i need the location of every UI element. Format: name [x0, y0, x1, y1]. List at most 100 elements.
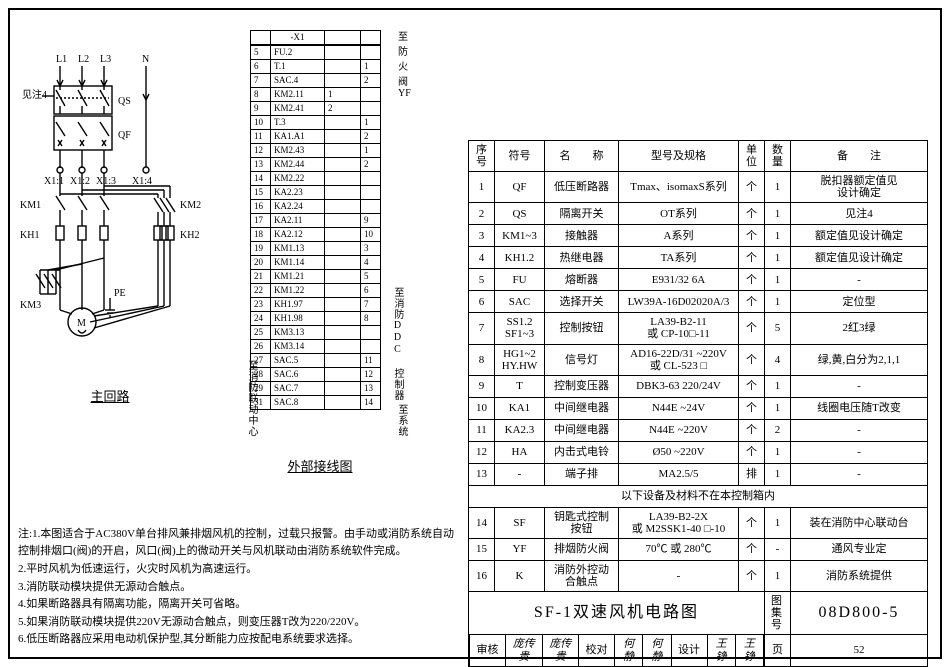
bom-row: 15YF排烟防火阀70℃ 或 280℃个-通风专业定: [469, 538, 928, 560]
wiring-n: 6: [251, 60, 271, 74]
lbl-KM3: KM3: [20, 300, 41, 311]
bom-cell: HG1~2 HY.HW: [495, 344, 545, 375]
wiring-a: KM1.22: [271, 284, 325, 298]
bom-cell: 15: [469, 538, 495, 560]
bom-col-4: 单位: [739, 141, 765, 172]
wiring-n: 11: [251, 130, 271, 144]
bom-cell: 2红3绿: [791, 313, 928, 344]
wiring-b: [325, 158, 361, 172]
wiring-b: [325, 270, 361, 284]
bom-cell: 线圈电压随T改变: [791, 397, 928, 419]
bom-row: 7SS1.2 SF1~3控制按钮LA39-B2-11 或 CP-10□-11个5…: [469, 313, 928, 344]
bom-cell: 装在消防中心联动台: [791, 507, 928, 538]
bom-cell: 中间继电器: [545, 397, 619, 419]
wiring-row: 29SAC.713: [251, 382, 381, 396]
wiring-row: 5FU.2: [251, 46, 381, 60]
bom-cell: E931/32 6A: [619, 269, 739, 291]
wiring-n: 18: [251, 228, 271, 242]
wiring-row: 19KM1.133: [251, 242, 381, 256]
wiring-b: [325, 340, 361, 354]
bom-cell: 70℃ 或 280℃: [619, 538, 739, 560]
wiring-b: [325, 382, 361, 396]
bom-cell: LA39-B2-2X 或 M2SSK1-40 □-10: [619, 507, 739, 538]
bom-cell: -: [791, 419, 928, 441]
lbl-KH1: KH1: [20, 230, 39, 241]
bom-row: 5FU熔断器E931/32 6A个1-: [469, 269, 928, 291]
notes-block: 注:1.本图适合于AC380V单台排风兼排烟风机的控制，过载只报警。由手动或消防…: [18, 526, 458, 649]
lbl-QF: QF: [118, 130, 131, 141]
bom-cell: 个: [739, 344, 765, 375]
lbl-N: N: [142, 54, 149, 65]
appr-sign: 庞传贵: [506, 635, 543, 665]
bom-cell: 1: [469, 172, 495, 203]
bom-cell: -: [791, 463, 928, 485]
wiring-n: 17: [251, 214, 271, 228]
bom-cell: 个: [739, 419, 765, 441]
album-label: 图集号: [765, 592, 791, 635]
wiring-n: 24: [251, 312, 271, 326]
bom-cell: 10: [469, 397, 495, 419]
bom-cell: 消防外控动合触点: [545, 560, 619, 591]
lbl-X11: X1:1: [44, 176, 64, 187]
wiring-b: [325, 354, 361, 368]
wiring-row: 27SAC.511: [251, 354, 381, 368]
bom-cell: 个: [739, 247, 765, 269]
wiring-n: 8: [251, 88, 271, 102]
wiring-a: KM2.22: [271, 172, 325, 186]
wiring-row: 10T.31: [251, 116, 381, 130]
wiring-c: [361, 186, 381, 200]
bom-cell: FU: [495, 269, 545, 291]
note-6: 6.低压断路器应采用电动机保护型,其分断能力应按配电系统要求选择。: [18, 631, 458, 649]
wiring-a: KM2.44: [271, 158, 325, 172]
wiring-a: SAC.6: [271, 368, 325, 382]
drawing-title: SF-1双速风机电路图: [469, 592, 765, 635]
lbl-KM1: KM1: [20, 200, 41, 211]
bom-note-row: 以下设备及材料不在本控制箱内: [469, 485, 928, 507]
bom-cell: 绿,黄,白分为2,1,1: [791, 344, 928, 375]
wiring-head-x1: -X1: [271, 31, 325, 45]
bom-cell: LA39-B2-11 或 CP-10□-11: [619, 313, 739, 344]
bom-cell: 个: [739, 225, 765, 247]
bom-cell: 接触器: [545, 225, 619, 247]
wiring-row: 17KA2.119: [251, 214, 381, 228]
wiring-c: 3: [361, 242, 381, 256]
bom-cell: -: [791, 441, 928, 463]
wiring-row: 8KM2.111: [251, 88, 381, 102]
wiring-c: 1: [361, 144, 381, 158]
bom-cell: 4: [469, 247, 495, 269]
lbl-KM2: KM2: [180, 200, 201, 211]
bom-cell: 4: [765, 344, 791, 375]
bom-cell: 5: [469, 269, 495, 291]
wiring-row: 26KM3.14: [251, 340, 381, 354]
wiring-n: 22: [251, 284, 271, 298]
wiring-n: 23: [251, 298, 271, 312]
bom-cell: 1: [765, 560, 791, 591]
wiring-n: 20: [251, 256, 271, 270]
wiring-c: 6: [361, 284, 381, 298]
wiring-b: [325, 144, 361, 158]
wiring-n: 15: [251, 186, 271, 200]
bom-cell: 11: [469, 419, 495, 441]
bom-row: 16K消防外控动合触点-个1消防系统提供: [469, 560, 928, 591]
bom-cell: LW39A-16D02020A/3: [619, 291, 739, 313]
lbl-PE: PE: [114, 288, 126, 299]
appr-sign: 庞传贵: [542, 635, 579, 665]
bom-row: 13-端子排MA2.5/5排1-: [469, 463, 928, 485]
wiring-row: 6T.11: [251, 60, 381, 74]
bom-cell: 2: [765, 419, 791, 441]
bom-cell: Tmax、isomaxS系列: [619, 172, 739, 203]
wiring-c: [361, 200, 381, 214]
bom-cell: 信号灯: [545, 344, 619, 375]
bom-col-0: 序号: [469, 141, 495, 172]
note-1: 1.本图适合于AC380V单台排风兼排烟风机的控制，过载只报警。由手动或消防系统…: [18, 528, 454, 558]
wiring-a: SAC.5: [271, 354, 325, 368]
wiring-c: 13: [361, 382, 381, 396]
notes-lead: 注:: [18, 528, 32, 540]
wiring-b: [325, 130, 361, 144]
bom-cell: 1: [765, 172, 791, 203]
bom-cell: MA2.5/5: [619, 463, 739, 485]
wiring-c: 2: [361, 158, 381, 172]
wiring-a: KM1.13: [271, 242, 325, 256]
wiring-header: -X1: [250, 30, 381, 45]
bom-table: 序号符号名 称型号及规格单位数量备 注 1QF低压断路器Tmax、isomaxS…: [468, 140, 928, 667]
